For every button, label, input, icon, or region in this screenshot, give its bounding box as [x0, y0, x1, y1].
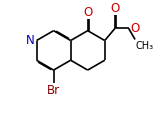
Text: O: O: [130, 22, 139, 35]
Text: O: O: [110, 2, 120, 15]
Text: CH₃: CH₃: [136, 41, 154, 51]
Text: O: O: [83, 6, 92, 19]
Text: N: N: [26, 34, 35, 47]
Text: Br: Br: [47, 84, 60, 97]
